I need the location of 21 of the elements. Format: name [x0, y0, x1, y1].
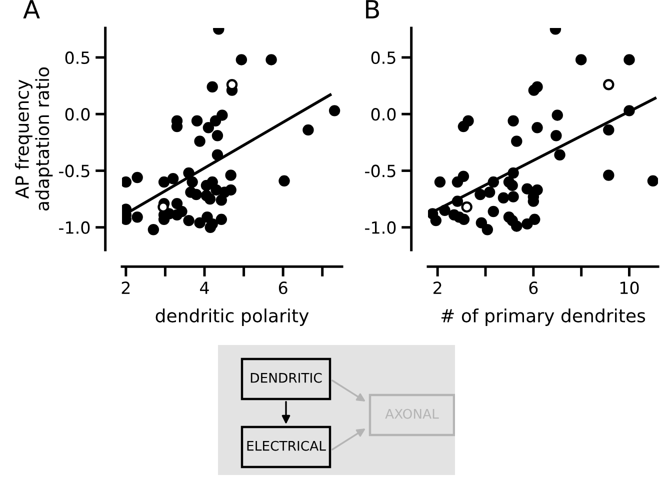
y-tick-label: 0.0: [371, 108, 396, 121]
y-tick-label: -1.0: [365, 221, 396, 234]
x-tick-label: 4: [200, 282, 209, 294]
chart-title: A: [23, 0, 40, 18]
x-tick-label: 2: [122, 282, 130, 294]
x-tick-label: 2: [434, 282, 442, 294]
x-tick-label: 6: [278, 282, 288, 294]
x-tick-label: 10: [620, 282, 639, 294]
x-tick-label: 6: [529, 282, 538, 294]
text: DENDRITIC: [250, 372, 322, 383]
chart-title: B: [366, 0, 379, 18]
y-axis-title: AP frequency adaptation ratio: [14, 67, 53, 210]
x-axis-title: # of primary dendrites: [441, 308, 646, 326]
y-tick-label: 0.5: [65, 51, 90, 64]
y-tick-label: -0.5: [365, 164, 396, 178]
y-tick-label: -0.5: [59, 164, 90, 178]
y-tick-label: -1.0: [59, 221, 90, 234]
y-tick-label: 0.0: [65, 108, 90, 121]
y-tick-label: 0.5: [371, 51, 396, 64]
text: ELECTRICAL: [247, 440, 326, 451]
x-axis-title: dendritic polarity: [156, 308, 309, 326]
